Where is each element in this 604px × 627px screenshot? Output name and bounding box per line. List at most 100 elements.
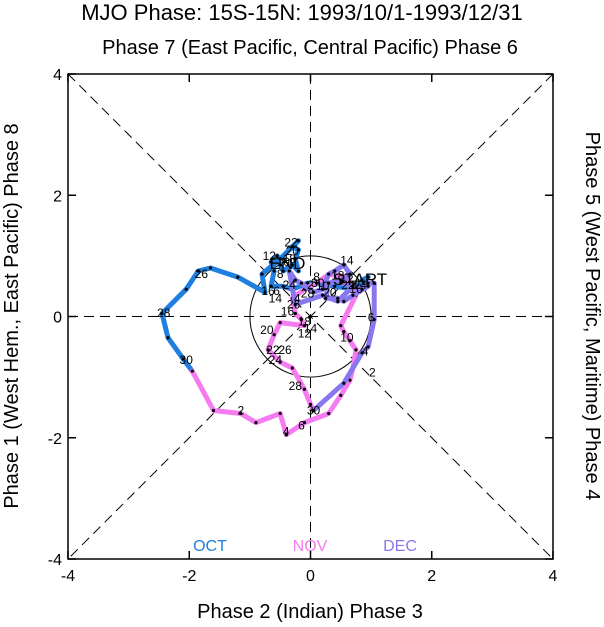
top-phase-label: Phase 7 (East Pacific, Central Pacific) … <box>102 37 518 59</box>
day-point <box>366 281 370 285</box>
day-point <box>333 284 337 288</box>
day-point <box>281 269 285 273</box>
day-label: 18 <box>283 252 297 266</box>
day-label: 12 <box>263 249 277 263</box>
trajectory-series <box>159 238 377 438</box>
day-point <box>293 257 297 261</box>
day-point <box>372 317 376 322</box>
day-point <box>302 420 307 425</box>
day-label: 14 <box>340 254 354 268</box>
day-label: 4 <box>283 425 290 439</box>
x-tick-label: 0 <box>306 568 315 585</box>
day-label: 26 <box>195 267 209 281</box>
day-point <box>342 263 346 267</box>
day-point <box>339 323 343 328</box>
day-point <box>342 381 346 385</box>
day-point <box>302 323 307 328</box>
day-label: 18 <box>331 268 345 282</box>
day-point <box>160 311 164 316</box>
day-label: 30 <box>311 276 325 290</box>
day-label: 10 <box>277 255 291 269</box>
day-point <box>314 281 319 285</box>
day-label: 10 <box>316 279 330 293</box>
day-point <box>339 281 343 285</box>
day-label: 18 <box>298 314 312 328</box>
day-label: 26 <box>278 343 292 357</box>
day-point <box>354 348 358 352</box>
day-point <box>348 339 352 343</box>
day-point <box>239 411 243 416</box>
phase-divider-lines <box>67 73 554 560</box>
day-label: 20 <box>323 285 337 299</box>
x-axis-ticks: -4 -2 0 2 4 <box>61 74 558 585</box>
day-point <box>254 420 258 425</box>
x-axis-label: Phase 2 (Indian) Phase 3 <box>197 601 423 623</box>
day-label: 2 <box>237 403 244 417</box>
day-point <box>260 272 264 276</box>
day-label: 28 <box>289 379 303 393</box>
day-label: 28 <box>301 286 315 300</box>
day-point <box>272 333 276 337</box>
y-tick-label: -4 <box>48 552 62 569</box>
day-point <box>327 272 331 276</box>
day-point <box>278 263 282 267</box>
day-point <box>296 269 300 273</box>
day-label: 22 <box>284 236 298 250</box>
day-point <box>293 311 297 316</box>
day-point <box>327 281 331 285</box>
day-point <box>308 402 313 407</box>
day-point <box>290 263 294 267</box>
day-label: 16 <box>349 282 363 296</box>
day-point <box>348 272 352 276</box>
day-point <box>342 330 346 334</box>
day-point <box>293 302 297 306</box>
day-label: 12 <box>340 272 354 286</box>
day-point <box>284 433 288 437</box>
day-label: 24 <box>354 278 368 292</box>
day-label: 12 <box>298 326 312 340</box>
day-point <box>336 299 340 303</box>
day-point <box>360 278 364 282</box>
day-label: 28 <box>157 306 171 320</box>
day-label: 20 <box>286 244 300 258</box>
legend-nov: NOV <box>293 538 328 555</box>
y-tick-label: -2 <box>48 431 62 448</box>
day-label: 30 <box>180 353 194 367</box>
day-point <box>339 393 343 397</box>
day-label: 14 <box>269 291 283 305</box>
day-label: 10 <box>340 331 354 345</box>
day-point <box>311 290 316 294</box>
day-point <box>275 254 279 258</box>
day-point <box>278 257 282 261</box>
y-axis-label-left: Phase 1 (West Hem., East Pacific) Phase … <box>1 123 23 508</box>
x-tick-label: -4 <box>61 568 75 585</box>
day-label: 8 <box>313 270 320 284</box>
x-tick-label: -2 <box>182 568 196 585</box>
day-label: 8 <box>351 278 358 292</box>
day-point <box>278 411 282 416</box>
day-point <box>366 275 370 279</box>
day-point <box>266 348 270 352</box>
day-label: 26 <box>287 297 301 311</box>
day-point <box>321 287 325 291</box>
day-point <box>293 278 297 282</box>
day-point <box>208 266 213 270</box>
day-point <box>336 296 340 300</box>
day-label: 4 <box>294 291 301 305</box>
day-label: 14 <box>304 322 318 336</box>
chart-title: MJO Phase: 15S-15N: 1993/10/1-1993/12/31 <box>81 0 523 25</box>
day-point <box>181 357 185 361</box>
day-point <box>321 293 325 297</box>
unit-circle <box>249 255 372 378</box>
day-label: 2 <box>369 365 376 379</box>
day-point <box>299 281 304 285</box>
day-point <box>333 269 337 273</box>
day-point <box>263 290 267 294</box>
day-point <box>290 366 294 370</box>
day-label: 22 <box>266 343 280 357</box>
y-axis-label-right: Phase 5 (West Pacific, Maritime) Phase 4 <box>581 132 603 501</box>
day-point <box>360 351 364 355</box>
day-point <box>302 387 307 391</box>
day-point <box>342 299 346 303</box>
